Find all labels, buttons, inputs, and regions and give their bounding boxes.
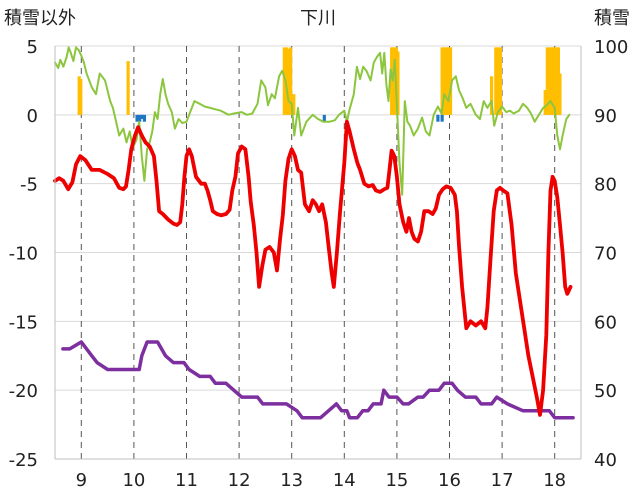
right-tick-labels: 100 90 80 70 60 50 40 [594, 37, 628, 471]
right-tick-label: 90 [594, 106, 617, 127]
x-tick-label: 14 [333, 470, 356, 491]
bars_negative-bar [138, 114, 142, 122]
bars_positive-bar [543, 90, 547, 115]
bars_negative-bar [436, 114, 440, 122]
bars_positive-bar [126, 61, 130, 115]
x-tick-label: 16 [438, 470, 461, 491]
right-tick-label: 60 [594, 312, 617, 333]
left-tick-labels: 5 0 -5 -10 -15 -20 -25 [9, 37, 38, 471]
x-tick-labels: 9 10 11 12 13 14 15 16 17 18 [76, 470, 567, 491]
bars_negative-bar [322, 114, 326, 122]
x-tick-label: 17 [491, 470, 514, 491]
bars_positive-bar [79, 79, 83, 115]
bars_positive-bar [292, 94, 296, 115]
right-tick-label: 70 [594, 244, 617, 265]
x-tick-label: 9 [76, 470, 87, 491]
right-tick-label: 50 [594, 381, 617, 402]
bars_positive-bar [396, 51, 400, 115]
left-tick-label: -10 [9, 244, 38, 265]
x-tick-label: 13 [280, 470, 303, 491]
x-tick-label: 11 [175, 470, 198, 491]
green_line-line [54, 46, 571, 196]
chart-title: 下川 [300, 8, 336, 29]
left-tick-label: -15 [9, 312, 38, 333]
x-tick-label: 15 [385, 470, 408, 491]
series-lines [53, 46, 575, 420]
snow_depth-line [61, 340, 575, 420]
left-tick-label: -20 [9, 381, 38, 402]
left-tick-label: -5 [20, 175, 38, 196]
left-axis-title: 積雪以外 [4, 8, 76, 29]
bars_positive-bar [282, 47, 286, 115]
bars_negative-bar [440, 114, 444, 122]
x-tick-label: 10 [122, 470, 145, 491]
bars_positive-bar [448, 47, 453, 115]
x-tick-label: 12 [228, 470, 251, 491]
left-tick-label: -25 [9, 450, 38, 471]
right-axis-title: 積雪 [594, 8, 630, 29]
left-tick-label: 5 [27, 37, 38, 58]
bars_positive-bar [286, 48, 291, 115]
left-tick-label: 0 [27, 106, 38, 127]
right-tick-label: 40 [594, 450, 617, 471]
axes [54, 46, 582, 460]
bars_negative-bar [140, 114, 144, 119]
bars_positive-bar [489, 76, 494, 115]
bars_positive-bar [446, 47, 451, 115]
right-tick-label: 100 [594, 37, 628, 58]
right-tick-label: 80 [594, 175, 617, 196]
bars_negative-bar [142, 114, 147, 122]
temperature-line [53, 119, 573, 417]
bars_positive-bar [498, 47, 503, 115]
x-tick-label: 18 [543, 470, 566, 491]
bars_positive-bar [558, 73, 562, 115]
bars_negative-bar [135, 114, 139, 122]
bars_positive-bar [289, 47, 293, 115]
